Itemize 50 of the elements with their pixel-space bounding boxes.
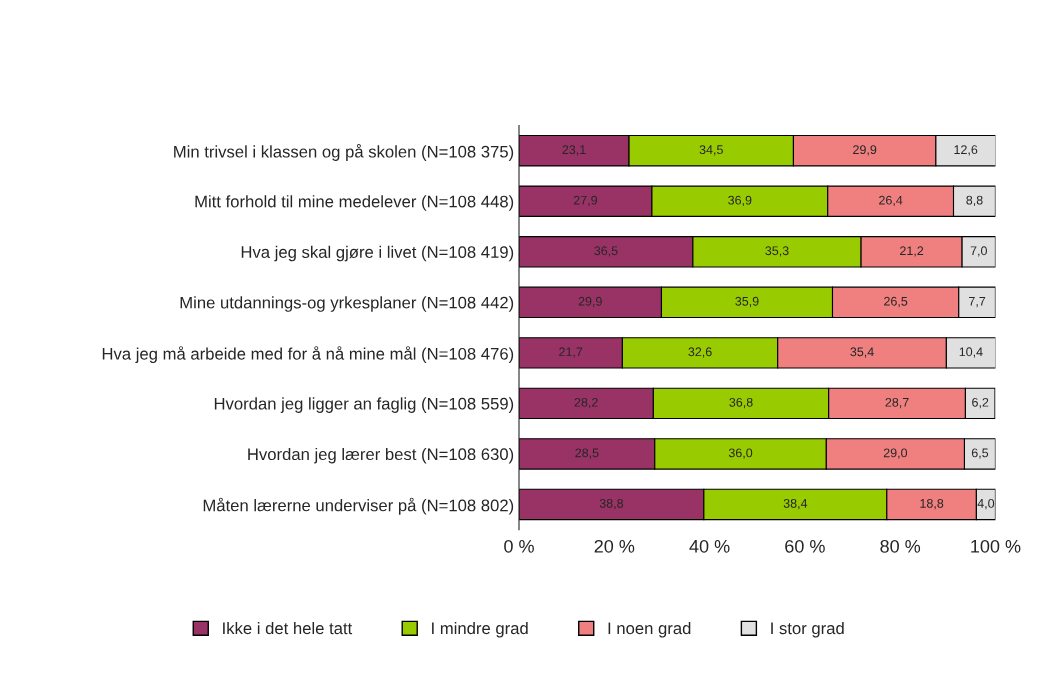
y-tick-label: Hvordan jeg ligger an faglig (N=108 559) xyxy=(214,397,514,413)
x-tick-label: 40 % xyxy=(689,539,730,553)
x-tick-label: 100 % xyxy=(971,539,1021,553)
x-tick-label: 60 % xyxy=(785,539,825,553)
data-label: 8,8 xyxy=(966,195,983,207)
y-tick-label: Min trivsel i klassen og på skolen (N=108 375) xyxy=(174,144,514,161)
y-tick-label: Måten lærerne underviser på (N=108 802) xyxy=(203,497,514,515)
data-label: 36,0 xyxy=(728,448,753,459)
y-tick-label: Mine utdannings-og yrkesplaner (N=108 442) xyxy=(180,296,514,312)
data-label: 36,5 xyxy=(594,246,618,257)
data-label: 29,9 xyxy=(853,145,877,156)
data-label: 10,4 xyxy=(959,347,983,358)
data-label: 32,6 xyxy=(688,347,712,358)
x-tick-label: 0 % xyxy=(504,539,534,553)
y-tick-label: Mitt forhold til mine medelever (N=108 448) xyxy=(195,195,514,211)
data-label: 29,9 xyxy=(578,296,602,308)
data-label: 36,8 xyxy=(729,397,753,409)
data-label: 12,6 xyxy=(954,145,978,156)
data-label: 28,2 xyxy=(574,397,598,409)
data-label: 35,9 xyxy=(735,296,759,308)
y-tick-label: Hvordan jeg lærer best (N=108 630) xyxy=(248,447,514,464)
legend-label: Ikke i det hele tatt xyxy=(223,621,353,635)
data-label: 35,3 xyxy=(765,246,789,257)
data-label: 7,7 xyxy=(969,296,986,308)
data-label: 23,1 xyxy=(562,145,586,156)
data-label: 34,5 xyxy=(699,145,723,156)
data-label: 6,2 xyxy=(972,397,989,409)
data-label: 38,4 xyxy=(783,498,808,510)
data-label: 26,4 xyxy=(879,195,903,207)
data-label: 29,0 xyxy=(883,448,908,459)
data-label: 6,5 xyxy=(971,448,989,459)
y-tick-label: Hva jeg må arbeide med for å nå mine mål (N=108 476) xyxy=(102,346,514,364)
data-label: 21,2 xyxy=(900,246,924,257)
data-label: 28,7 xyxy=(885,397,909,409)
x-tick-label: 20 % xyxy=(594,539,635,553)
x-tick-label: 80 % xyxy=(880,539,921,553)
legend-label: I stor grad xyxy=(771,621,844,638)
data-label: 38,8 xyxy=(599,498,624,510)
data-label: 21,7 xyxy=(559,347,583,358)
data-label: 28,5 xyxy=(575,448,599,459)
legend-label: I noen grad xyxy=(608,621,691,638)
data-label: 36,9 xyxy=(728,195,752,207)
y-tick-label: Hva jeg skal gjøre i livet (N=108 419) xyxy=(241,245,514,262)
data-label: 18,8 xyxy=(920,498,944,510)
data-label: 26,5 xyxy=(884,296,908,308)
data-label: 4,0 xyxy=(977,498,995,510)
data-label: 7,0 xyxy=(970,246,987,257)
data-label: 27,9 xyxy=(573,195,598,207)
legend-label: I mindre grad xyxy=(432,621,528,638)
data-label: 35,4 xyxy=(850,347,874,358)
